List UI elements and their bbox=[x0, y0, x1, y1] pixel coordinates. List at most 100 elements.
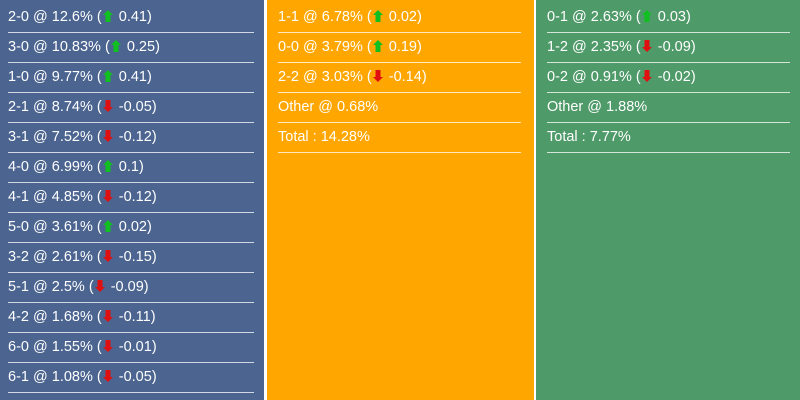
summary-row: Total : 14.28% bbox=[278, 123, 521, 153]
score: 2-2 bbox=[278, 69, 299, 85]
score-row: 6-0 @ 1.55% ( -0.01) bbox=[8, 333, 254, 363]
score: 1-2 bbox=[547, 39, 568, 55]
arrow-down-icon bbox=[94, 279, 107, 295]
score: 0-1 bbox=[547, 9, 568, 25]
score-row: 4-0 @ 6.99% ( 0.1) bbox=[8, 153, 254, 183]
arrow-down-icon bbox=[102, 309, 115, 325]
arrow-up-icon bbox=[372, 39, 385, 55]
summary-row: Other @ 0.68% bbox=[278, 93, 521, 123]
score: 2-0 bbox=[8, 9, 29, 25]
arrow-down-icon bbox=[372, 69, 385, 85]
score-row: 1-1 @ 6.78% ( 0.02) bbox=[278, 3, 521, 33]
probability: 2.35% bbox=[590, 39, 632, 55]
score-row: 3-1 @ 7.52% ( -0.12) bbox=[8, 123, 254, 153]
score-row: 0-2 @ 0.91% ( -0.02) bbox=[547, 63, 790, 93]
summary-text: Total : 7.77% bbox=[547, 129, 631, 145]
change: 0.02 bbox=[388, 9, 417, 25]
change: -0.09 bbox=[110, 279, 144, 295]
score: 4-0 bbox=[8, 159, 29, 175]
change: -0.05 bbox=[118, 369, 152, 385]
arrow-down-icon bbox=[102, 339, 115, 355]
score-row: 3-2 @ 2.61% ( -0.15) bbox=[8, 243, 254, 273]
score: 5-0 bbox=[8, 219, 29, 235]
probability: 2.61% bbox=[51, 249, 93, 265]
probability: 8.74% bbox=[51, 99, 93, 115]
score: 4-1 bbox=[8, 189, 29, 205]
score: 1-0 bbox=[8, 69, 29, 85]
score: 4-2 bbox=[8, 309, 29, 325]
score-row: 2-1 @ 8.74% ( -0.05) bbox=[8, 93, 254, 123]
score: 1-1 bbox=[278, 9, 299, 25]
score: 3-1 bbox=[8, 129, 29, 145]
arrow-down-icon bbox=[102, 189, 115, 205]
score: 6-1 bbox=[8, 369, 29, 385]
arrow-up-icon bbox=[641, 9, 654, 25]
score: 3-0 bbox=[8, 39, 29, 55]
change: 0.1 bbox=[118, 159, 139, 175]
score-row: 2-2 @ 3.03% ( -0.14) bbox=[278, 63, 521, 93]
change: -0.09 bbox=[657, 39, 691, 55]
draw-column: 1-1 @ 6.78% ( 0.02) 0-0 @ 3.79% ( 0.19) 2-… bbox=[267, 0, 534, 400]
probability: 12.6% bbox=[51, 9, 93, 25]
summary-row: Total : 7.77% bbox=[547, 123, 790, 153]
change: 0.19 bbox=[388, 39, 417, 55]
change: 0.41 bbox=[118, 9, 147, 25]
arrow-up-icon bbox=[102, 69, 115, 85]
change: 0.25 bbox=[126, 39, 156, 55]
summary-text: Total : 14.28% bbox=[278, 129, 370, 145]
score-row: 5-0 @ 3.61% ( 0.02) bbox=[8, 213, 254, 243]
arrow-down-icon bbox=[102, 369, 115, 385]
arrow-up-icon bbox=[102, 9, 115, 25]
score-row: 0-0 @ 3.79% ( 0.19) bbox=[278, 33, 521, 63]
change: -0.15 bbox=[118, 249, 152, 265]
score-row: 0-1 @ 2.63% ( 0.03) bbox=[547, 3, 790, 33]
change: 0.02 bbox=[118, 219, 147, 235]
summary-text: Other @ 0.68% bbox=[278, 99, 379, 115]
probability: 10.83% bbox=[51, 39, 101, 55]
summary-text: Other @ 1.88% bbox=[547, 99, 648, 115]
probability: 3.79% bbox=[321, 39, 363, 55]
change: -0.11 bbox=[118, 309, 151, 325]
probability: 1.68% bbox=[51, 309, 93, 325]
probability: 6.99% bbox=[51, 159, 93, 175]
probability: 0.91% bbox=[590, 69, 632, 85]
probability: 6.78% bbox=[321, 9, 363, 25]
score-row: 5-1 @ 2.5% ( -0.09) bbox=[8, 273, 254, 303]
arrow-down-icon bbox=[641, 39, 654, 55]
change: -0.02 bbox=[657, 69, 691, 85]
probability: 1.08% bbox=[51, 369, 93, 385]
arrow-down-icon bbox=[102, 129, 115, 145]
probability: 1.55% bbox=[51, 339, 93, 355]
score-row: 4-2 @ 1.68% ( -0.11) bbox=[8, 303, 254, 333]
score: 6-0 bbox=[8, 339, 29, 355]
change: -0.14 bbox=[388, 69, 422, 85]
change: 0.41 bbox=[118, 69, 147, 85]
probability: 9.77% bbox=[51, 69, 93, 85]
change: -0.05 bbox=[118, 99, 152, 115]
score-row: 1-2 @ 2.35% ( -0.09) bbox=[547, 33, 790, 63]
arrow-down-icon bbox=[102, 99, 115, 115]
probability: 7.52% bbox=[51, 129, 93, 145]
score-row: 4-1 @ 4.85% ( -0.12) bbox=[8, 183, 254, 213]
probability: 2.5% bbox=[51, 279, 85, 295]
probability: 3.61% bbox=[51, 219, 93, 235]
score: 3-2 bbox=[8, 249, 29, 265]
score-row: 3-0 @ 10.83% ( 0.25) bbox=[8, 33, 254, 63]
away-win-column: 0-1 @ 2.63% ( 0.03) 1-2 @ 2.35% ( -0.09) 0… bbox=[536, 0, 800, 400]
arrow-up-icon bbox=[102, 159, 115, 175]
change: 0.03 bbox=[657, 9, 686, 25]
arrow-up-icon bbox=[372, 9, 385, 25]
change: -0.12 bbox=[118, 129, 152, 145]
score: 5-1 bbox=[8, 279, 29, 295]
arrow-up-icon bbox=[110, 39, 123, 55]
score: 0-2 bbox=[547, 69, 568, 85]
score: 0-0 bbox=[278, 39, 299, 55]
arrow-down-icon bbox=[102, 249, 115, 265]
home-win-column: 2-0 @ 12.6% ( 0.41) 3-0 @ 10.83% ( 0.25) 1… bbox=[0, 0, 264, 400]
score-row: 2-0 @ 12.6% ( 0.41) bbox=[8, 3, 254, 33]
score-row: 1-0 @ 9.77% ( 0.41) bbox=[8, 63, 254, 93]
arrow-down-icon bbox=[641, 69, 654, 85]
score-row: 6-1 @ 1.08% ( -0.05) bbox=[8, 363, 254, 393]
probability: 4.85% bbox=[51, 189, 93, 205]
probability: 3.03% bbox=[321, 69, 363, 85]
